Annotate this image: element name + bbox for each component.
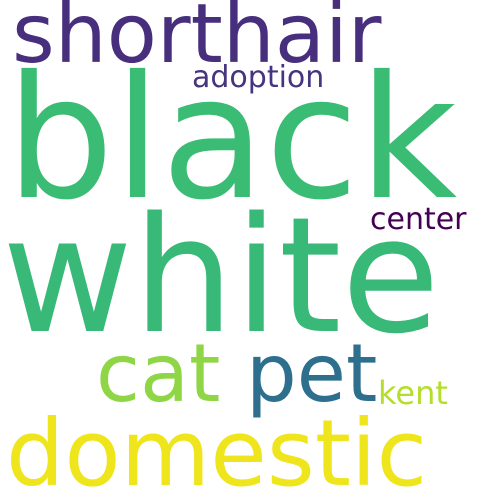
word-cat: cat [96, 327, 221, 420]
word-pet: pet [246, 327, 378, 420]
word-center: center [370, 202, 467, 237]
word-kent: kent [378, 374, 448, 412]
word-white: white [2, 182, 440, 369]
word-shorthair: shorthair [12, 0, 382, 82]
word-adoption: adoption [192, 60, 325, 95]
word-domestic: domestic [6, 400, 428, 500]
word-black: black [6, 40, 458, 238]
